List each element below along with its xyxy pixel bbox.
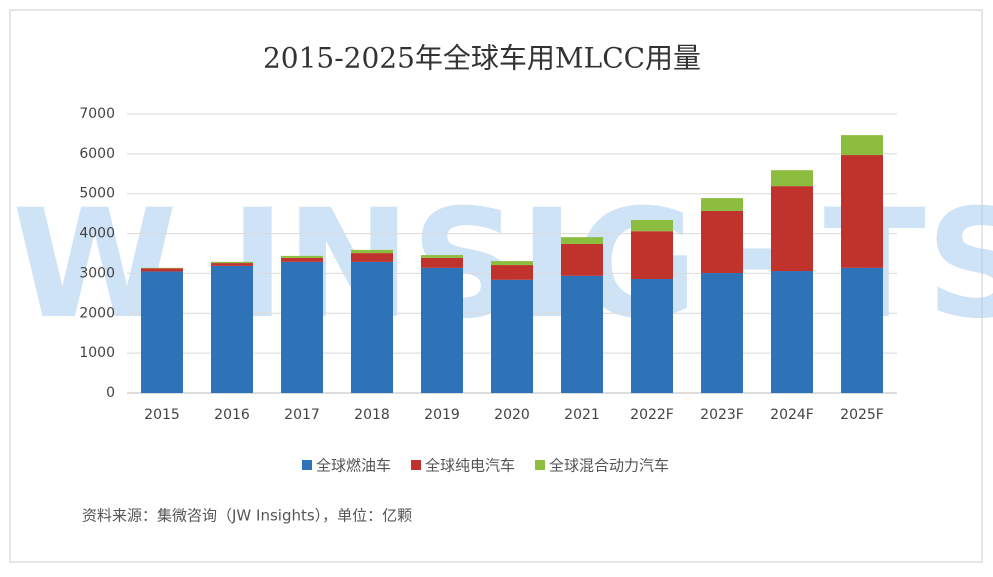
bar-segment [211, 266, 253, 393]
bar-segment [631, 231, 673, 279]
bar-segment [771, 271, 813, 393]
bar-segment [491, 261, 533, 265]
bar-segment [561, 237, 603, 244]
y-tick-label: 0 [106, 385, 115, 401]
bar-segment [351, 253, 393, 262]
legend-swatch [411, 460, 421, 470]
legend-label: 全球燃油车 [316, 457, 391, 475]
y-tick-label: 4000 [79, 226, 115, 242]
bar-segment [141, 268, 183, 271]
bar-segment [491, 280, 533, 393]
bar-segment [351, 250, 393, 253]
legend-label: 全球纯电汽车 [425, 457, 515, 475]
y-tick-label: 5000 [79, 186, 115, 202]
bar-segment [561, 244, 603, 276]
chart-title: 2015-2025年全球车用MLCC用量 [263, 42, 701, 75]
bar-segment [491, 265, 533, 280]
y-tick-label: 6000 [79, 146, 115, 162]
bar-segment [841, 268, 883, 393]
y-tick-label: 3000 [79, 265, 115, 281]
y-tick-label: 2000 [79, 305, 115, 321]
x-tick-label: 2025F [840, 407, 884, 423]
y-tick-label: 7000 [79, 106, 115, 122]
x-tick-label: 2022F [630, 407, 674, 423]
x-tick-label: 2020 [494, 407, 530, 423]
legend-label: 全球混合动力汽车 [549, 457, 669, 475]
y-tick-label: 1000 [79, 345, 115, 361]
bar-segment [211, 262, 253, 263]
legend-swatch [535, 460, 545, 470]
bar-segment [561, 276, 603, 393]
bar-segment [281, 262, 323, 393]
bar-segment [841, 155, 883, 268]
bar-segment [421, 268, 463, 393]
bar-segment [771, 170, 813, 186]
bar-segment [701, 211, 743, 273]
bar-segment [281, 256, 323, 258]
source-note: 资料来源：集微咨询（JW Insights），单位：亿颗 [82, 507, 412, 525]
bar-segment [281, 258, 323, 262]
x-tick-label: 2018 [354, 407, 390, 423]
bar-segment [631, 279, 673, 393]
bar-segment [701, 198, 743, 211]
x-tick-label: 2016 [214, 407, 250, 423]
x-tick-label: 2024F [770, 407, 814, 423]
bar-segment [421, 258, 463, 268]
bar-segment [701, 273, 743, 393]
bar-segment [351, 262, 393, 393]
bar-segment [841, 135, 883, 155]
x-tick-label: 2015 [144, 407, 180, 423]
bar-segment [631, 220, 673, 231]
bar-segment [771, 186, 813, 271]
legend-swatch [302, 460, 312, 470]
x-tick-label: 2021 [564, 407, 600, 423]
bar-segment [211, 263, 253, 266]
bar-segment [141, 271, 183, 393]
bar-segment [421, 255, 463, 258]
x-tick-label: 2019 [424, 407, 460, 423]
x-tick-label: 2023F [700, 407, 744, 423]
x-tick-label: 2017 [284, 407, 320, 423]
